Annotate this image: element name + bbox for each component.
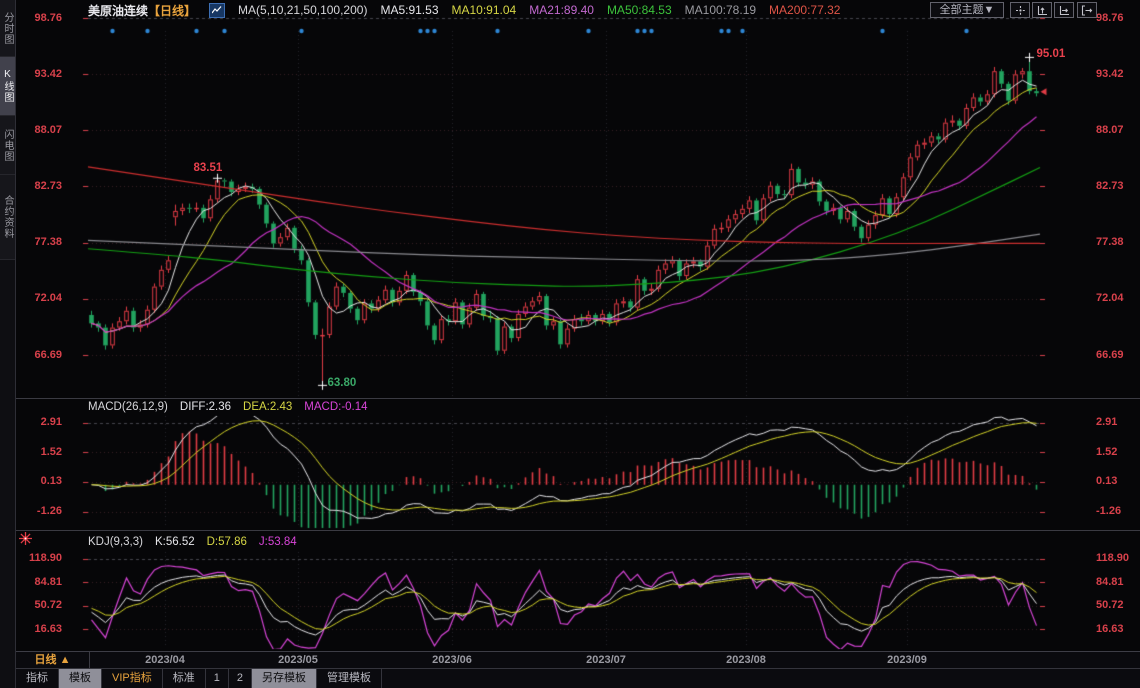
sidebar-item-contract-info[interactable]: 合约资料 <box>0 175 15 260</box>
toolbar-vip-indicators-button[interactable]: VIP指标 <box>102 669 163 688</box>
ma5-value: MA5:91.53 <box>380 3 439 17</box>
macd-params-label: MACD(26,12,9) <box>88 401 168 413</box>
x-axis-month-label: 2023/04 <box>145 654 185 666</box>
ma100-value: MA100:78.19 <box>684 3 757 17</box>
pane-separator[interactable] <box>16 530 1140 531</box>
pane-settings-starburst-icon[interactable] <box>18 531 33 546</box>
ma21-value: MA21:89.40 <box>529 3 594 17</box>
toolbar-save-template-button[interactable]: 另存模板 <box>251 669 317 688</box>
scale-vertical-axis-icon[interactable] <box>1032 2 1052 18</box>
x-axis-month-label: 2023/07 <box>586 654 626 666</box>
macd-diff-value: DIFF:2.36 <box>179 401 232 413</box>
bottom-toolbar: 指标 模板 VIP指标 标准 1 2 另存模板 管理模板 <box>16 668 1140 688</box>
kdj-k-value: K:56.52 <box>154 536 195 548</box>
toolbar-indicators-button[interactable]: 指标 <box>16 669 59 688</box>
sidebar-item-time-chart[interactable]: 分时图 <box>0 0 15 57</box>
x-axis-month-label: 2023/05 <box>278 654 318 666</box>
ma10-value: MA10:91.04 <box>451 3 517 17</box>
macd-hist-value: MACD:-0.14 <box>304 401 368 413</box>
toolbar-manage-template-button[interactable]: 管理模板 <box>317 669 382 688</box>
kdj-j-value: J:53.84 <box>258 536 297 548</box>
sidebar-item-label: 分时图 <box>2 11 13 45</box>
ma-params-label: MA(5,10,21,50,100,200) <box>238 3 368 17</box>
kline-chart-canvas[interactable] <box>0 0 1140 652</box>
x-axis-row: 日线 ▲ 2023/04 2023/05 2023/06 2023/07 2023/08… <box>16 651 1140 669</box>
crosshair-icon[interactable] <box>1010 2 1030 18</box>
x-axis-month-label: 2023/06 <box>432 654 472 666</box>
period-tag: 【日线】 <box>148 3 197 18</box>
toolbar-template-button[interactable]: 模板 <box>59 669 102 688</box>
kdj-header: KDJ(9,3,3) K:56.52 D:57.86 J:53.84 <box>88 536 297 548</box>
kdj-params-label: KDJ(9,3,3) <box>88 536 143 548</box>
toolbar-slot-1-button[interactable]: 1 <box>206 669 229 688</box>
ma200-value: MA200:77.32 <box>769 3 841 17</box>
chart-style-icon[interactable] <box>209 2 226 18</box>
sidebar-item-kline-chart[interactable]: K线图 <box>0 57 15 116</box>
theme-dropdown[interactable]: 全部主题▼ <box>930 2 1004 18</box>
sidebar-item-label: K线图 <box>2 69 13 103</box>
kdj-d-value: D:57.86 <box>206 536 247 548</box>
chart-legend: 美原油连续【日线】 MA(5,10,21,50,100,200) MA5:91.… <box>88 2 840 18</box>
toolbar-slot-2-button[interactable]: 2 <box>229 669 252 688</box>
x-axis-month-label: 2023/08 <box>726 654 766 666</box>
scale-horizontal-axis-icon[interactable] <box>1054 2 1074 18</box>
pan-right-icon[interactable] <box>1077 2 1097 18</box>
macd-header: MACD(26,12,9) DIFF:2.36 DEA:2.43 MACD:-0… <box>88 401 368 413</box>
macd-dea-value: DEA:2.43 <box>243 401 293 413</box>
sidebar-item-label: 合约资料 <box>2 195 13 239</box>
x-axis-month-label: 2023/09 <box>887 654 927 666</box>
toolbar-standard-button[interactable]: 标准 <box>163 669 206 688</box>
instrument-title: 美原油连续【日线】 <box>88 3 197 18</box>
sidebar-item-lightning-chart[interactable]: 闪电图 <box>0 116 15 175</box>
sidebar-item-label: 闪电图 <box>2 128 13 162</box>
ma50-value: MA50:84.53 <box>606 3 672 17</box>
left-tab-sidebar: 分时图 K线图 闪电图 合约资料 <box>0 0 16 688</box>
period-selector[interactable]: 日线 ▲ <box>16 652 90 669</box>
pane-separator[interactable] <box>16 398 1140 399</box>
